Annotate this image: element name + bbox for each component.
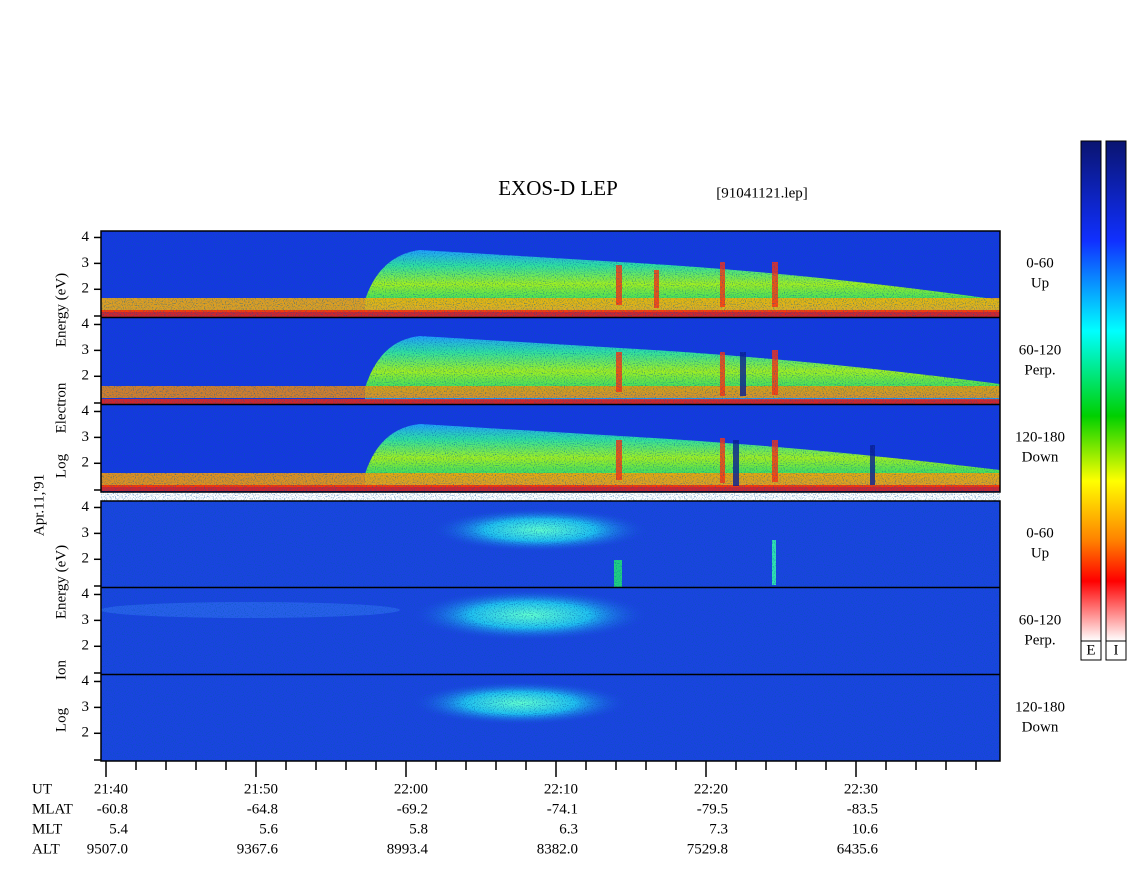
axis-label-word: Log [53, 453, 69, 478]
y-tick-label: 4 [82, 229, 90, 245]
colorbar-label: E [1086, 642, 1095, 658]
direction: Perp. [1024, 362, 1055, 378]
y-tick-label: 3 [82, 342, 90, 358]
spectrogram-images [101, 231, 1000, 761]
y-tick-label: 4 [82, 586, 90, 602]
direction: Down [1022, 719, 1059, 735]
orbit-value: 22:30 [844, 781, 878, 797]
y-tick-label: 4 [82, 673, 90, 689]
y-tick-label: 3 [82, 699, 90, 715]
time-ticks [105, 761, 977, 777]
orbit-value: 6.3 [559, 821, 578, 837]
panel-frames [100, 230, 1001, 762]
colorbar-label: I [1114, 642, 1119, 658]
orbit-row-label: MLT [32, 821, 62, 837]
orbit-value: -79.5 [697, 801, 728, 817]
orbit-value: 5.8 [409, 821, 428, 837]
pitch-angle: 120-180 [1015, 699, 1065, 715]
direction: Perp. [1024, 632, 1055, 648]
orbit-value: -69.2 [397, 801, 428, 817]
colorbar [1080, 140, 1102, 642]
noise [101, 231, 1000, 761]
title: EXOS-D LEP [498, 176, 618, 200]
pitch-angle: 60-120 [1019, 612, 1062, 628]
orbit-row-label: UT [32, 781, 52, 797]
direction: Down [1022, 449, 1059, 465]
pitch-angle: 0-60 [1026, 525, 1054, 541]
ion-axis-label: Log Ion Energy (eV) [53, 545, 69, 732]
orbit-value: 21:50 [244, 781, 278, 797]
orbit-value: 5.4 [109, 821, 128, 837]
orbit-value: 5.6 [259, 821, 278, 837]
electron-axis-label: Log Electron Energy (eV) [53, 273, 69, 478]
axis-label-word: Energy (eV) [53, 545, 69, 619]
y-tick-label: 4 [82, 403, 90, 419]
colorbars: E I [1080, 140, 1127, 661]
orbit-value: 21:40 [94, 781, 128, 797]
pitch-angle: 120-180 [1015, 429, 1065, 445]
orbit-value: -83.5 [847, 801, 878, 817]
orbit-value: 7529.8 [687, 841, 728, 857]
orbit-value: 8382.0 [537, 841, 578, 857]
pitch-angle: 60-120 [1019, 342, 1062, 358]
y-tick-label: 2 [82, 551, 90, 567]
orbit-row-label: MLAT [32, 801, 73, 817]
direction: Up [1031, 275, 1049, 291]
orbit-value: -60.8 [97, 801, 128, 817]
direction: Up [1031, 545, 1049, 561]
orbit-value: -64.8 [247, 801, 278, 817]
y-tick-label: 2 [82, 455, 90, 471]
y-tick-label: 2 [82, 638, 90, 654]
pitch-angle: 0-60 [1026, 255, 1054, 271]
y-tick-label: 2 [82, 281, 90, 297]
orbit-value: 22:20 [694, 781, 728, 797]
file-name: [91041121.lep] [716, 185, 808, 201]
colorbar [1105, 140, 1127, 642]
orbit-value: 10.6 [852, 821, 879, 837]
colorbar-label-box [1080, 640, 1102, 661]
orbit-value: 6435.6 [837, 841, 879, 857]
y-tick-label: 3 [82, 255, 90, 271]
orbit-value: 9367.6 [237, 841, 279, 857]
orbit-row-label: ALT [32, 841, 60, 857]
y-tick-label: 2 [82, 725, 90, 741]
y-tick-label: 3 [82, 612, 90, 628]
axis-label-word: Energy (eV) [53, 273, 69, 347]
orbit-value: -74.1 [547, 801, 578, 817]
orbit-value: 8993.4 [387, 841, 429, 857]
axis-label-word: Ion [53, 660, 69, 680]
y-tick-label: 3 [82, 429, 90, 445]
colorbar-label-box [1105, 640, 1127, 661]
axis-label-word: Log [53, 707, 69, 732]
axis-label-word: Electron [53, 382, 69, 433]
y-tick-label: 4 [82, 499, 90, 515]
y-tick-label: 2 [82, 368, 90, 384]
orbit-value: 22:00 [394, 781, 428, 797]
orbit-value: 7.3 [709, 821, 728, 837]
orbit-value: 22:10 [544, 781, 578, 797]
orbit-value: 9507.0 [87, 841, 128, 857]
y-tick-label: 3 [82, 525, 90, 541]
date: Apr.11,'91 [31, 474, 47, 536]
y-tick-label: 4 [82, 316, 90, 332]
